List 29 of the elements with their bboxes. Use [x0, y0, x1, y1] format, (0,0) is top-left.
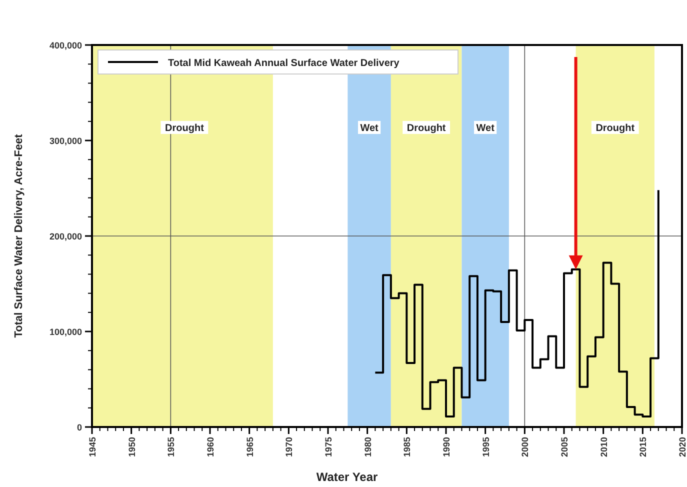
y-axis-title: Total Surface Water Delivery, Acre-Feet [13, 134, 25, 338]
x-tick-label: 1975 [324, 437, 334, 458]
x-tick-label: 2020 [678, 437, 687, 458]
x-tick-label: 1955 [166, 437, 176, 458]
y-tick-label: 0 [76, 422, 82, 432]
x-axis-title: Water Year [316, 470, 378, 484]
x-tick-label: 1965 [244, 437, 255, 458]
y-tick-label: 300,000 [49, 136, 82, 146]
x-tick-label: 1985 [402, 437, 412, 458]
legend-label: Total Mid Kaweah Annual Surface Water Delivery [168, 58, 400, 69]
x-tick-label: 2015 [638, 437, 648, 458]
x-tick-label: 1960 [206, 437, 216, 458]
band-label: Drought [165, 122, 205, 134]
band-label: Wet [476, 122, 496, 134]
band-label: Drought [596, 122, 636, 134]
x-tick-label: 1970 [284, 437, 294, 458]
x-tick-label: 1990 [442, 437, 452, 458]
x-tick-label: 1980 [362, 437, 373, 458]
x-tick-label: 2000 [520, 437, 530, 458]
x-tick-label: 1945 [88, 437, 98, 458]
x-tick-label: 1950 [126, 437, 137, 458]
band-label: Wet [360, 122, 380, 134]
y-tick-label: 200,000 [49, 232, 82, 242]
x-tick-label: 1995 [480, 437, 491, 458]
y-tick-label: 400,000 [49, 40, 82, 50]
band-label: Drought [406, 122, 446, 134]
y-tick-label: 100,000 [49, 327, 82, 337]
x-tick-label: 2005 [560, 437, 570, 458]
x-tick-label: 2010 [598, 437, 609, 458]
